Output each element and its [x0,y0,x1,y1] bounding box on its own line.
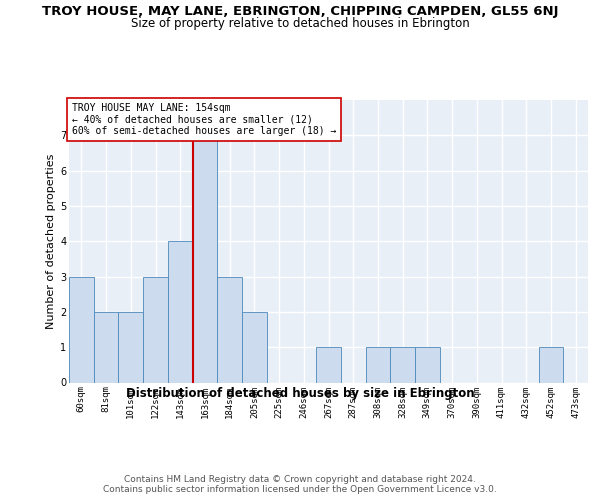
Bar [118,312,143,382]
Bar [242,312,267,382]
Text: Distribution of detached houses by size in Ebrington: Distribution of detached houses by size … [125,388,475,400]
Bar [143,276,168,382]
Bar [316,347,341,382]
Text: TROY HOUSE, MAY LANE, EBRINGTON, CHIPPING CAMPDEN, GL55 6NJ: TROY HOUSE, MAY LANE, EBRINGTON, CHIPPIN… [42,5,558,18]
Bar [539,347,563,382]
Bar [365,347,390,382]
Bar [217,276,242,382]
Text: TROY HOUSE MAY LANE: 154sqm
← 40% of detached houses are smaller (12)
60% of sem: TROY HOUSE MAY LANE: 154sqm ← 40% of det… [71,103,336,136]
Bar [193,136,217,382]
Y-axis label: Number of detached properties: Number of detached properties [46,154,56,329]
Bar [390,347,415,382]
Bar [415,347,440,382]
Text: Size of property relative to detached houses in Ebrington: Size of property relative to detached ho… [131,18,469,30]
Text: Contains HM Land Registry data © Crown copyright and database right 2024.
Contai: Contains HM Land Registry data © Crown c… [103,474,497,494]
Bar [69,276,94,382]
Bar [168,242,193,382]
Bar [94,312,118,382]
